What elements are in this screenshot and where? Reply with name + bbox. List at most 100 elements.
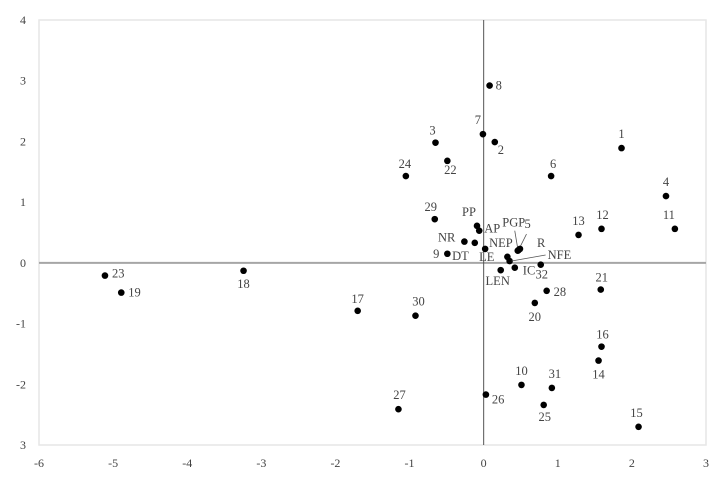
point-label: 2 [498, 143, 504, 157]
point-marker [444, 250, 451, 258]
point-label: 9 [433, 247, 439, 261]
point-marker [635, 423, 642, 431]
point-label: LE [479, 250, 495, 264]
point-label: 24 [399, 157, 412, 171]
point-marker [531, 299, 539, 307]
leader-line [511, 254, 546, 262]
point-marker [662, 192, 670, 200]
point-label: 5 [524, 217, 530, 231]
data-point: 11 [663, 208, 679, 233]
point-marker [506, 257, 513, 265]
point-label: 17 [351, 292, 364, 306]
data-point: NEP [481, 236, 513, 253]
point-marker [481, 245, 489, 253]
leader-line [514, 230, 519, 249]
y-tick-label: 2 [20, 134, 26, 148]
point-label: 12 [596, 208, 609, 222]
point-label: 31 [549, 367, 562, 381]
point-marker [432, 139, 439, 146]
point-marker [511, 264, 519, 272]
point-marker [482, 391, 490, 398]
data-point: 9 [433, 247, 451, 261]
data-point: 30 [412, 295, 425, 319]
point-marker [497, 266, 505, 274]
point-label: 6 [550, 157, 556, 171]
point-marker [537, 261, 545, 268]
data-point: 19 [117, 286, 141, 300]
data-point: PP [462, 205, 481, 230]
point-label: 10 [515, 364, 528, 378]
data-point: LE [479, 250, 511, 264]
point-label: 28 [554, 285, 567, 299]
data-point: 13 [572, 214, 585, 239]
point-marker [595, 357, 602, 364]
data-point: 31 [548, 367, 562, 392]
point-marker [491, 138, 499, 146]
y-tick-label: 3 [20, 438, 26, 452]
point-label: 23 [112, 267, 125, 281]
y-tick-label: -1 [16, 317, 26, 331]
data-point: 23 [101, 267, 125, 281]
data-point: 10 [515, 364, 528, 389]
data-point: 17 [351, 292, 364, 315]
point-marker [547, 172, 555, 180]
point-label: NR [438, 231, 456, 245]
point-label: 13 [572, 214, 585, 228]
point-marker [516, 245, 524, 253]
point-label: PP [462, 205, 476, 219]
data-point: 12 [596, 208, 609, 233]
data-point: 3 [429, 124, 439, 146]
point-marker [431, 215, 439, 223]
point-label: 19 [128, 286, 141, 300]
data-point: NR [438, 231, 468, 245]
point-label: 27 [393, 388, 406, 402]
point-label: 30 [412, 295, 425, 309]
data-point: DT [452, 239, 479, 263]
point-label: LEN [486, 274, 510, 288]
point-marker [518, 381, 525, 389]
point-label: 22 [444, 163, 457, 177]
data-point: 26 [482, 391, 504, 407]
point-label: R [537, 236, 546, 250]
point-marker [671, 225, 679, 233]
y-tick-label: 4 [20, 13, 26, 27]
point-marker [598, 225, 605, 233]
point-marker [618, 144, 625, 152]
point-label: 7 [475, 113, 481, 127]
data-point: NFE [506, 248, 572, 265]
plot-frame [38, 19, 707, 446]
point-marker [461, 238, 468, 245]
data-point: 20 [529, 299, 541, 324]
point-marker [402, 172, 410, 180]
x-tick-label: 3 [703, 456, 709, 470]
data-point: 15 [630, 406, 643, 431]
point-label: 1 [618, 127, 624, 141]
point-marker [540, 401, 547, 409]
x-tick-label: -6 [34, 456, 44, 470]
x-tick-label: -2 [330, 456, 340, 470]
point-label: NEP [489, 236, 513, 250]
point-marker [117, 289, 125, 296]
data-point: 32 [535, 261, 548, 282]
data-point: 25 [538, 401, 551, 424]
data-point: AP [475, 222, 500, 236]
y-tick-label: -2 [16, 377, 26, 391]
data-point: 18 [237, 267, 250, 291]
data-point: 7 [475, 113, 487, 138]
point-label: PGP [502, 216, 525, 230]
data-point: 14 [592, 357, 606, 382]
point-marker [354, 307, 361, 315]
data-point: 27 [393, 388, 406, 413]
point-marker [486, 82, 493, 89]
x-tick-label: 0 [481, 456, 487, 470]
point-marker [412, 312, 419, 319]
point-marker [597, 286, 605, 293]
point-label: 3 [429, 124, 435, 138]
point-marker [598, 343, 605, 350]
data-point: 22 [444, 157, 457, 177]
x-tick-label: -5 [108, 456, 118, 470]
y-tick-label: 1 [20, 195, 26, 209]
y-tick-label: 3 [20, 74, 26, 88]
point-marker [548, 384, 556, 392]
